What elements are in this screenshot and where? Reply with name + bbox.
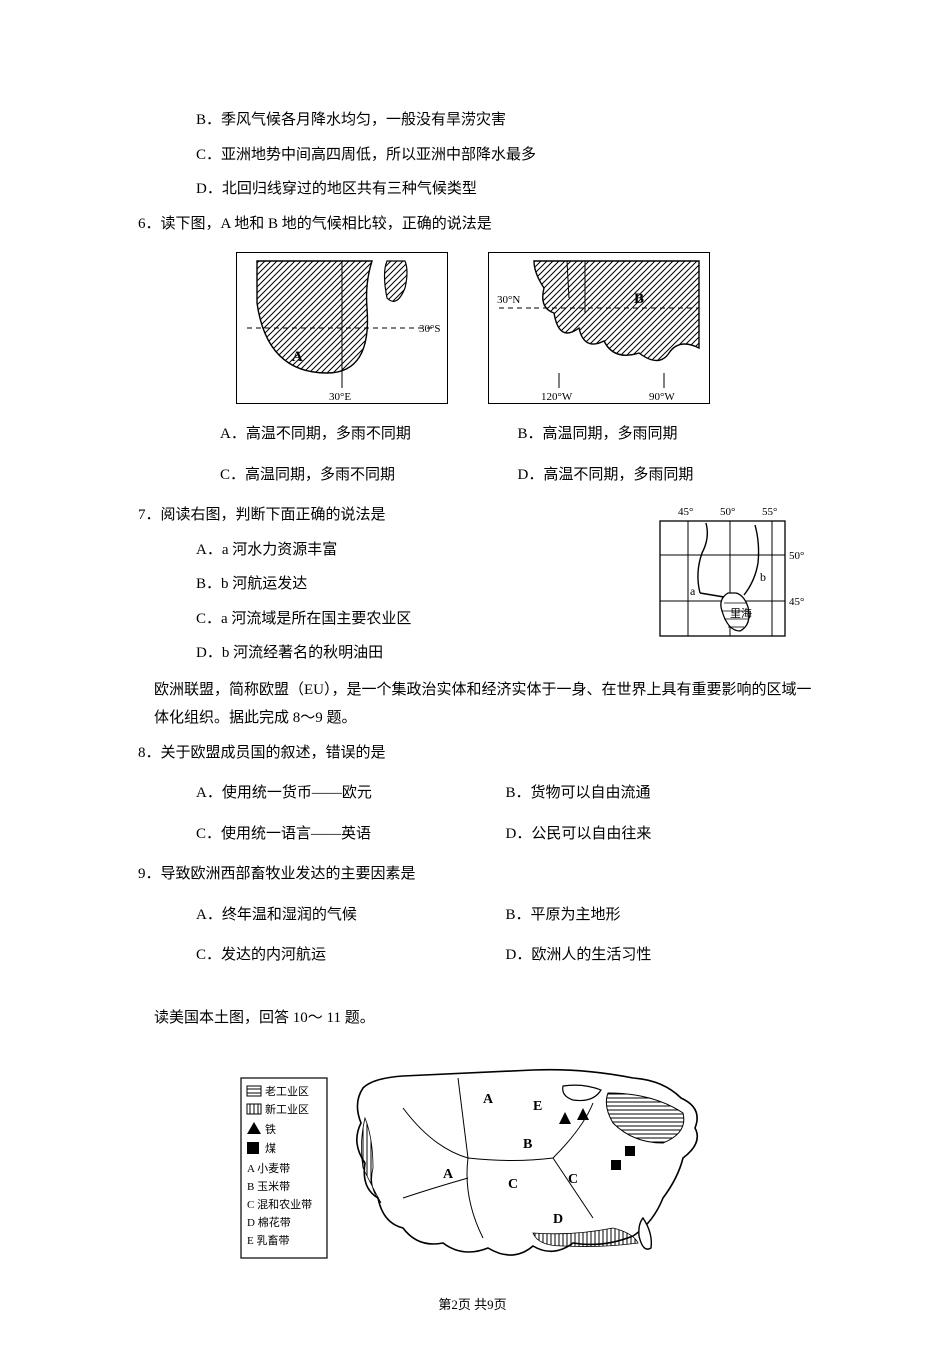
q7-lon-55: 55° bbox=[762, 506, 777, 518]
legend-new: 新工业区 bbox=[265, 1102, 309, 1116]
q9-option-a: A．终年温和湿润的气候 bbox=[196, 901, 506, 930]
q6a-lon-label: 30°E bbox=[329, 391, 351, 403]
q9-options-row2: C．发达的内河航运 D．欧洲人的生活习性 bbox=[130, 935, 815, 976]
context-usa: 读美国本土图，回答 10～ 11 题。 bbox=[130, 1004, 815, 1033]
usa-letter-c1: C bbox=[508, 1177, 518, 1192]
q8-option-a: A．使用统一货币——欧元 bbox=[196, 779, 506, 808]
usa-letter-c2: C bbox=[568, 1172, 578, 1187]
q8-option-b: B．货物可以自由流通 bbox=[506, 779, 816, 808]
q6b-lon1: 120°W bbox=[541, 391, 573, 403]
q7-lat-50: 50° bbox=[789, 550, 804, 562]
q7-lon-50: 50° bbox=[720, 506, 735, 518]
legend-c: C 混和农业带 bbox=[247, 1197, 312, 1211]
q6b-lon2: 90°W bbox=[649, 391, 675, 403]
q7-lat-45: 45° bbox=[789, 596, 804, 608]
q8-option-c: C．使用统一语言——英语 bbox=[196, 820, 506, 849]
q7-block: 7．阅读右图，判断下面正确的说法是 A．a 河水力资源丰富 B．b 河航运发达 … bbox=[130, 501, 815, 668]
q9-option-d: D．欧洲人的生活习性 bbox=[506, 941, 816, 970]
legend-coal: 煤 bbox=[265, 1142, 276, 1155]
q8-option-d: D．公民可以自由往来 bbox=[506, 820, 816, 849]
q8-stem: 8．关于欧盟成员国的叙述，错误的是 bbox=[130, 739, 815, 768]
q7-label-b: b bbox=[760, 570, 766, 584]
usa-letter-b: B bbox=[523, 1137, 532, 1152]
legend-b: B 玉米带 bbox=[247, 1180, 290, 1193]
q9-option-b: B．平原为主地形 bbox=[506, 901, 816, 930]
legend-e: E 乳畜带 bbox=[247, 1233, 289, 1247]
usa-letter-d: D bbox=[553, 1212, 563, 1227]
legend-d: D 棉花带 bbox=[247, 1215, 291, 1229]
q6b-lat-label: 30°N bbox=[497, 294, 520, 306]
q6a-letter: A bbox=[292, 349, 303, 365]
q6-stem: 6．读下图，A 地和 B 地的气候相比较，正确的说法是 bbox=[130, 210, 815, 239]
q5-option-d: D．北回归线穿过的地区共有三种气候类型 bbox=[130, 175, 815, 204]
q8-options-row1: A．使用统一货币——欧元 B．货物可以自由流通 bbox=[130, 773, 815, 814]
usa-letter-a-mid: A bbox=[443, 1167, 454, 1182]
q6-option-c: C．高温同期，多雨不同期 bbox=[220, 461, 518, 490]
q6-options-row2: C．高温同期，多雨不同期 D．高温不同期，多雨同期 bbox=[130, 455, 815, 496]
q9-option-c: C．发达的内河航运 bbox=[196, 941, 506, 970]
legend-iron: 铁 bbox=[265, 1123, 276, 1136]
exam-page: B．季风气候各月降水均匀，一般没有旱涝灾害 C．亚洲地势中间高四周低，所以亚洲中… bbox=[0, 0, 945, 1353]
context-eu: 欧洲联盟，简称欧盟（EU），是一个集政治实体和经济实体于一身、在世界上具有重要影… bbox=[130, 676, 815, 733]
q6b-letter: B bbox=[634, 291, 644, 307]
usa-figure: 老工业区 新工业区 铁 煤 A 小麦带 B 玉米带 C 混和农业带 D 棉花带 … bbox=[130, 1048, 815, 1278]
usa-letter-e: E bbox=[533, 1099, 542, 1114]
q6-map-b: 30°N 120°W 90°W B bbox=[488, 252, 710, 404]
q9-stem: 9．导致欧洲西部畜牧业发达的主要因素是 bbox=[130, 860, 815, 889]
q7-lon-45: 45° bbox=[678, 506, 693, 518]
q6a-lat-label: 30°S bbox=[419, 323, 441, 335]
q6-options-row1: A．高温不同期，多雨不同期 B．高温同期，多雨同期 bbox=[130, 414, 815, 455]
q6-figure-row: 30°S 30°E A 30°N 12 bbox=[130, 252, 815, 404]
usa-letter-a-top: A bbox=[483, 1092, 494, 1107]
usa-map-svg: 老工业区 新工业区 铁 煤 A 小麦带 B 玉米带 C 混和农业带 D 棉花带 … bbox=[233, 1048, 713, 1278]
legend-a: A 小麦带 bbox=[247, 1162, 290, 1175]
q6-map-a: 30°S 30°E A bbox=[236, 252, 448, 404]
q7-map: 45° 50° 55° 50° 45° 里海 a bbox=[640, 503, 805, 653]
q7-label-a: a bbox=[690, 584, 696, 598]
q5-option-b: B．季风气候各月降水均匀，一般没有旱涝灾害 bbox=[130, 106, 815, 135]
q5-option-c: C．亚洲地势中间高四周低，所以亚洲中部降水最多 bbox=[130, 141, 815, 170]
q8-options-row2: C．使用统一语言——英语 D．公民可以自由往来 bbox=[130, 814, 815, 855]
q6-option-d: D．高温不同期，多雨同期 bbox=[518, 461, 816, 490]
legend-old: 老工业区 bbox=[265, 1085, 309, 1098]
q6-option-a: A．高温不同期，多雨不同期 bbox=[220, 420, 518, 449]
q7-sea-label: 里海 bbox=[730, 606, 752, 620]
page-footer: 第2页 共9页 bbox=[130, 1294, 815, 1313]
q9-options-row1: A．终年温和湿润的气候 B．平原为主地形 bbox=[130, 895, 815, 936]
q6-option-b: B．高温同期，多雨同期 bbox=[518, 420, 816, 449]
